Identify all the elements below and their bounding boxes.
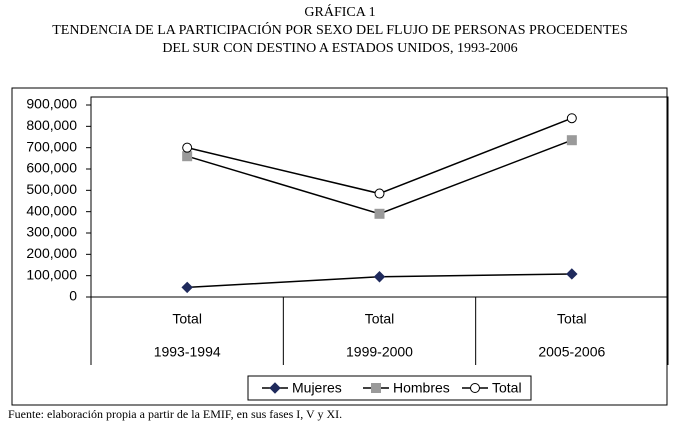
- y-tick-label: 900,000: [26, 96, 77, 112]
- legend-marker: [371, 383, 381, 393]
- y-tick-label: 200,000: [26, 245, 77, 261]
- series-marker: [373, 271, 386, 283]
- plot-frame: [90, 96, 669, 298]
- x-tick-label: Total: [172, 311, 202, 327]
- legend-label: Total: [492, 380, 522, 396]
- chart-frame: [11, 87, 668, 406]
- y-tick-label: 100,000: [26, 266, 77, 282]
- y-tick-label: 800,000: [26, 117, 77, 133]
- y-tick-label: 400,000: [26, 202, 77, 218]
- series-line: [186, 117, 573, 195]
- legend-marker: [470, 383, 480, 393]
- x-group-label: 1999-2000: [346, 344, 413, 360]
- chart-title: GRÁFICA 1: [304, 3, 375, 20]
- x-tick-label: Total: [557, 311, 587, 327]
- x-group-label: 2005-2006: [538, 344, 605, 360]
- series-marker: [566, 268, 578, 280]
- legend-marker: [269, 382, 281, 394]
- series-marker: [181, 281, 193, 294]
- series-marker: [566, 113, 577, 124]
- y-tick-label: 300,000: [26, 224, 77, 240]
- x-group-label: 1993-1994: [154, 344, 221, 360]
- source-note: Fuente: elaboración propia a partir de l…: [8, 407, 342, 421]
- series-marker: [182, 142, 193, 153]
- chart-subtitle: TENDENCIA DE LA PARTICIPACIÓN POR SEXO D…: [52, 21, 628, 38]
- y-tick-label: 500,000: [26, 181, 77, 197]
- legend-box: [247, 375, 532, 401]
- series-marker: [374, 208, 385, 219]
- chart-subtitle: DEL SUR CON DESTINO A ESTADOS UNIDOS, 19…: [162, 41, 517, 56]
- series-marker: [374, 188, 385, 199]
- y-tick-label: 0: [69, 288, 77, 304]
- series-line: [186, 139, 573, 215]
- series-marker: [182, 151, 193, 162]
- series-marker: [566, 135, 577, 146]
- y-tick-label: 700,000: [26, 138, 77, 154]
- legend-label: Hombres: [393, 380, 450, 396]
- x-tick-label: Total: [365, 311, 395, 327]
- legend-label: Mujeres: [292, 380, 342, 396]
- y-tick-label: 600,000: [26, 160, 77, 176]
